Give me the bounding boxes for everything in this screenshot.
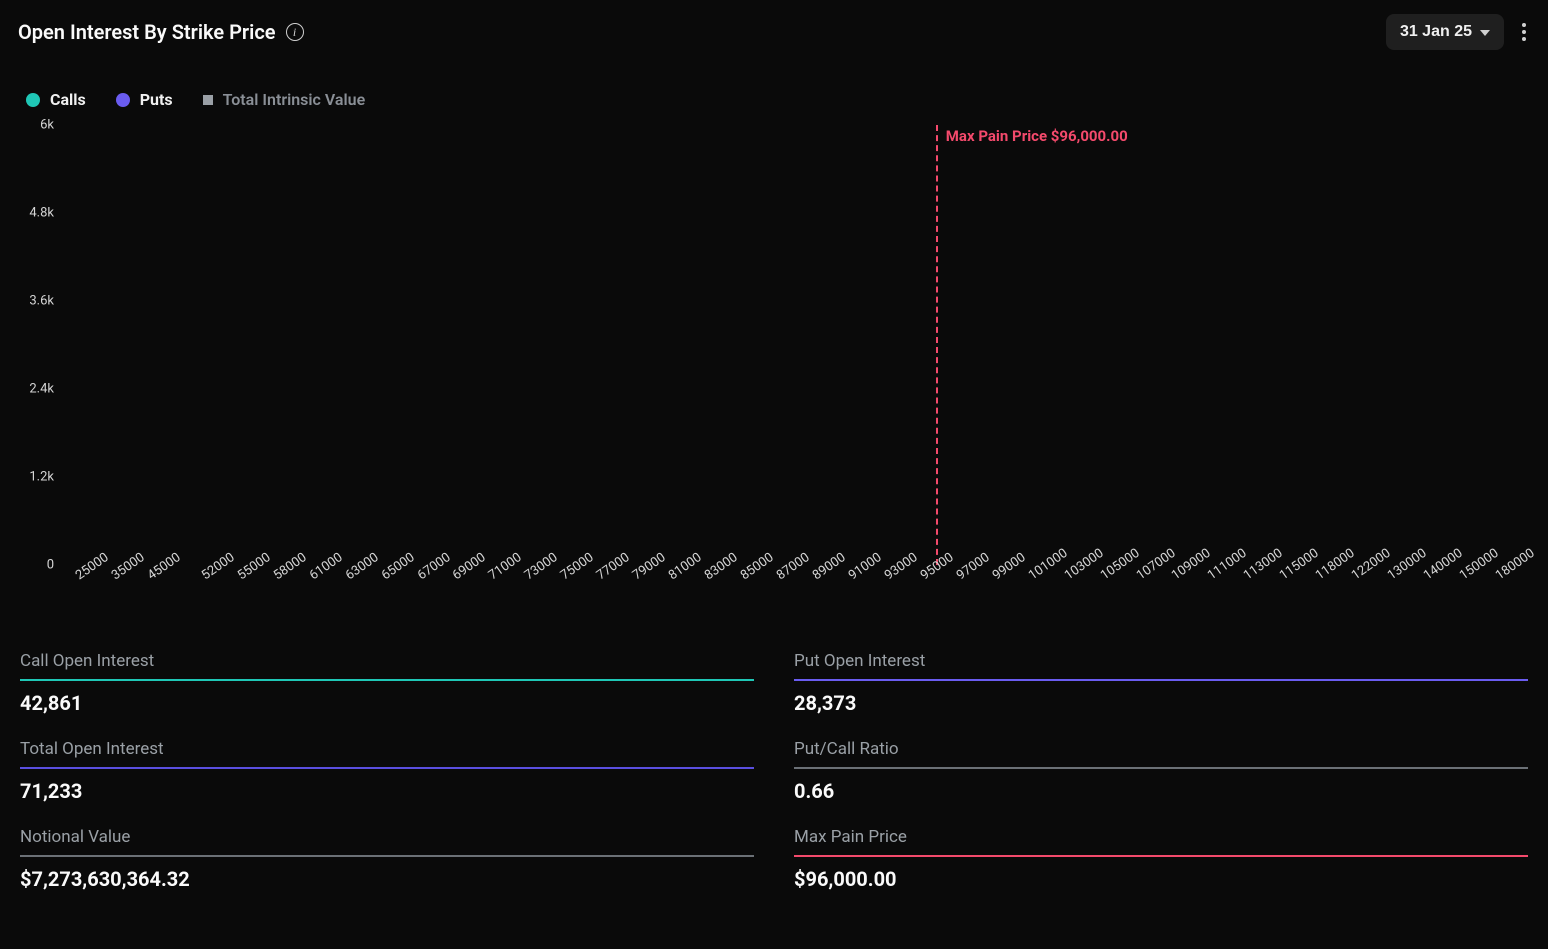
stat-label: Total Open Interest	[20, 739, 754, 759]
legend-calls-label: Calls	[50, 90, 86, 109]
stat-rule	[794, 767, 1528, 769]
page-title: Open Interest By Strike Price	[18, 20, 276, 44]
stat-rule	[794, 679, 1528, 681]
stat-rule	[20, 855, 754, 857]
header-actions: 31 Jan 25	[1386, 14, 1530, 50]
stat-value: $7,273,630,364.32	[20, 867, 754, 891]
panel-header: Open Interest By Strike Price i 31 Jan 2…	[18, 14, 1530, 50]
chart-legend: Calls Puts Total Intrinsic Value	[18, 90, 1530, 109]
stat-rule	[794, 855, 1528, 857]
legend-tiv-label: Total Intrinsic Value	[223, 90, 366, 109]
stat-block: Put Open Interest 28,373	[794, 651, 1528, 715]
stat-value: $96,000.00	[794, 867, 1528, 891]
legend-tiv[interactable]: Total Intrinsic Value	[203, 90, 366, 109]
chevron-down-icon	[1480, 30, 1490, 36]
max-pain-label: Max Pain Price $96,000.00	[946, 127, 1128, 145]
expiry-date-dropdown[interactable]: 31 Jan 25	[1386, 14, 1504, 50]
stat-label: Notional Value	[20, 827, 754, 847]
plot-area: Max Pain Price $96,000.00	[64, 125, 1520, 565]
oi-chart: 01.2k2.4k3.6k4.8k6k Max Pain Price $96,0…	[22, 125, 1524, 615]
legend-puts[interactable]: Puts	[116, 90, 173, 109]
y-tick: 0	[47, 558, 54, 573]
stat-value: 0.66	[794, 779, 1528, 803]
bars-layer	[64, 125, 1520, 565]
stat-rule	[20, 767, 754, 769]
y-tick: 2.4k	[29, 382, 54, 397]
stat-label: Max Pain Price	[794, 827, 1528, 847]
stat-block: Max Pain Price $96,000.00	[794, 827, 1528, 891]
max-pain-line	[936, 125, 938, 565]
y-axis: 01.2k2.4k3.6k4.8k6k	[22, 125, 62, 565]
stat-label: Call Open Interest	[20, 651, 754, 671]
y-tick: 4.8k	[29, 206, 54, 221]
expiry-date-label: 31 Jan 25	[1400, 23, 1472, 41]
legend-puts-label: Puts	[140, 90, 173, 109]
x-axis: 2500035000450005200055000580006100063000…	[64, 565, 1520, 615]
stat-block: Total Open Interest 71,233	[20, 739, 754, 803]
stat-rule	[20, 679, 754, 681]
tiv-swatch-icon	[203, 95, 213, 105]
y-tick: 3.6k	[29, 294, 54, 309]
y-tick: 1.2k	[29, 470, 54, 485]
calls-swatch-icon	[26, 93, 40, 107]
title-wrap: Open Interest By Strike Price i	[18, 20, 304, 44]
stat-value: 28,373	[794, 691, 1528, 715]
puts-swatch-icon	[116, 93, 130, 107]
y-tick: 6k	[40, 118, 54, 133]
stat-value: 71,233	[20, 779, 754, 803]
stat-block: Call Open Interest 42,861	[20, 651, 754, 715]
stat-block: Put/Call Ratio 0.66	[794, 739, 1528, 803]
stats-grid: Call Open Interest 42,861 Put Open Interes…	[18, 651, 1530, 891]
stat-label: Put/Call Ratio	[794, 739, 1528, 759]
kebab-menu-icon[interactable]	[1518, 19, 1530, 45]
info-icon[interactable]: i	[286, 23, 304, 41]
stat-label: Put Open Interest	[794, 651, 1528, 671]
stat-value: 42,861	[20, 691, 754, 715]
stat-block: Notional Value $7,273,630,364.32	[20, 827, 754, 891]
legend-calls[interactable]: Calls	[26, 90, 86, 109]
